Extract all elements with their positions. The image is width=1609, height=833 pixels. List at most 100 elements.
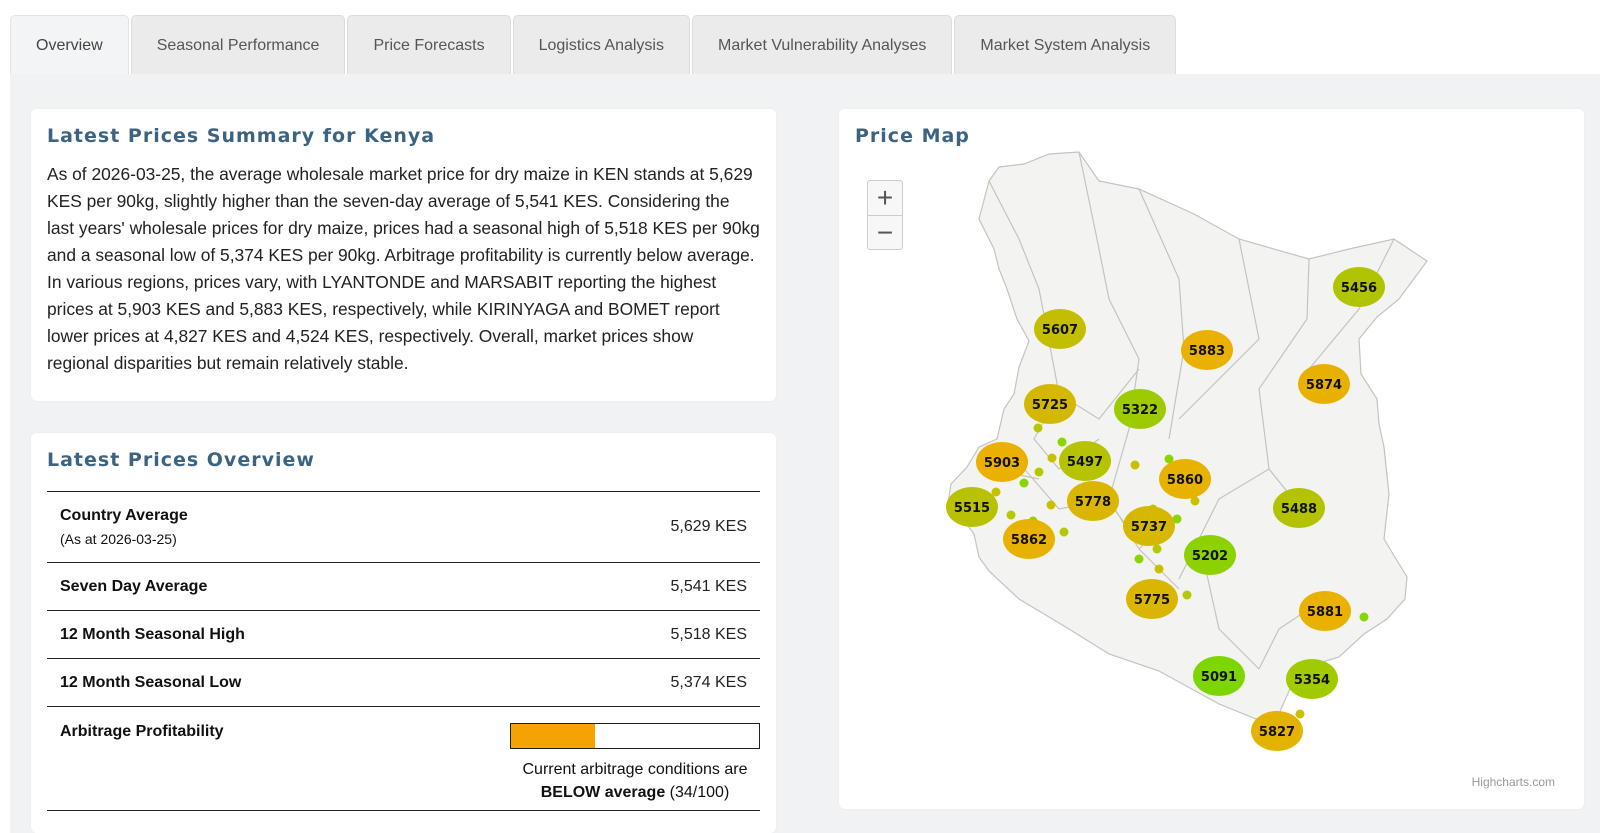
price-bubble-label: 5883: [1189, 344, 1225, 359]
market-dots: [991, 423, 1369, 719]
row-label: 12 Month Seasonal Low: [60, 673, 242, 691]
price-bubble-marker[interactable]: [1251, 711, 1303, 751]
price-bubble[interactable]: 5881: [1299, 591, 1351, 631]
tab-seasonal-performance[interactable]: Seasonal Performance: [130, 15, 346, 75]
overview-title: Latest Prices Overview: [47, 449, 315, 471]
price-bubble[interactable]: 5827: [1251, 711, 1303, 751]
summary-card: Latest Prices Summary for Kenya As of 20…: [31, 109, 776, 401]
price-bubble-marker[interactable]: [1299, 591, 1351, 631]
market-dot[interactable]: [1295, 709, 1305, 719]
price-bubble[interactable]: 5497: [1059, 441, 1111, 481]
price-bubble[interactable]: 5515: [946, 487, 998, 527]
price-bubble-marker[interactable]: [1333, 267, 1385, 307]
price-bubble[interactable]: 5862: [1003, 519, 1055, 559]
price-bubble[interactable]: 5778: [1067, 481, 1119, 521]
market-dot[interactable]: [1059, 527, 1069, 537]
market-dot[interactable]: [1057, 437, 1067, 447]
price-bubble-marker[interactable]: [1059, 441, 1111, 481]
market-dot[interactable]: [1033, 423, 1043, 433]
price-bubble-marker[interactable]: [1024, 384, 1076, 424]
price-bubble-label: 5737: [1131, 520, 1167, 535]
price-bubble-marker[interactable]: [1034, 309, 1086, 349]
market-dot[interactable]: [1154, 564, 1164, 574]
prices-table: Country Average (As at 2026-03-25) 5,629…: [47, 491, 760, 811]
price-bubble[interactable]: 5775: [1126, 579, 1178, 619]
arbitrage-row: Arbitrage Profitability Current arbitrag…: [47, 707, 760, 811]
price-bubble[interactable]: 5456: [1333, 267, 1385, 307]
price-bubble-marker[interactable]: [1184, 535, 1236, 575]
map-title: Price Map: [855, 125, 970, 147]
price-bubble-marker[interactable]: [1193, 656, 1245, 696]
price-bubble-label: 5874: [1306, 378, 1342, 393]
market-dot[interactable]: [991, 487, 1001, 497]
market-dot[interactable]: [1359, 612, 1369, 622]
prices-overview-card: Latest Prices Overview Country Average (…: [31, 433, 776, 833]
price-bubble[interactable]: 5737: [1123, 506, 1175, 546]
price-bubble-label: 5456: [1341, 281, 1377, 296]
price-bubble[interactable]: 5607: [1034, 309, 1086, 349]
price-bubble[interactable]: 5091: [1193, 656, 1245, 696]
price-bubble-marker[interactable]: [1159, 459, 1211, 499]
highcharts-credits[interactable]: Highcharts.com: [1471, 775, 1555, 789]
price-bubble-label: 5860: [1167, 473, 1203, 488]
tab-price-forecasts[interactable]: Price Forecasts: [347, 15, 511, 75]
market-dot[interactable]: [1046, 500, 1056, 510]
price-bubble-label: 5775: [1134, 593, 1170, 608]
row-value: 5,518 KES: [670, 625, 748, 643]
price-bubble-label: 5354: [1294, 673, 1330, 688]
market-dot[interactable]: [1190, 496, 1200, 506]
price-bubble-label: 5862: [1011, 533, 1047, 548]
price-bubble[interactable]: 5883: [1181, 330, 1233, 370]
price-bubble[interactable]: 5860: [1159, 459, 1211, 499]
zoom-in-button[interactable]: +: [876, 182, 894, 213]
market-dot[interactable]: [1134, 554, 1144, 564]
arbitrage-text: Current arbitrage conditions are BELOW a…: [522, 761, 748, 801]
kenya-price-map[interactable]: 5456 5607 5883 5874 5725 5322 5903 5497 5860 5515…: [839, 109, 1584, 809]
price-bubble[interactable]: 5354: [1286, 659, 1338, 699]
price-bubble[interactable]: 5725: [1024, 384, 1076, 424]
price-bubble-label: 5488: [1281, 502, 1317, 517]
table-row: 12 Month Seasonal High 5,518 KES: [47, 611, 760, 659]
price-bubble-marker[interactable]: [1123, 506, 1175, 546]
market-dot[interactable]: [1019, 478, 1029, 488]
price-bubble-marker[interactable]: [1273, 488, 1325, 528]
price-bubble-marker[interactable]: [1181, 330, 1233, 370]
market-dot[interactable]: [1172, 514, 1182, 524]
arbitrage-level: BELOW average: [540, 784, 666, 801]
market-dot[interactable]: [1182, 590, 1192, 600]
price-bubble-marker[interactable]: [1126, 579, 1178, 619]
price-bubble-marker[interactable]: [1298, 364, 1350, 404]
price-bubble[interactable]: 5874: [1298, 364, 1350, 404]
tab-logistics-analysis[interactable]: Logistics Analysis: [512, 15, 690, 75]
price-bubble[interactable]: 5488: [1273, 488, 1325, 528]
price-bubble-label: 5091: [1201, 670, 1237, 685]
market-dot[interactable]: [1006, 510, 1016, 520]
tab-market-vulnerability[interactable]: Market Vulnerability Analyses: [691, 15, 953, 75]
price-bubble[interactable]: 5903: [976, 442, 1028, 482]
tab-content: Latest Prices Summary for Kenya As of 20…: [10, 74, 1600, 833]
market-dot[interactable]: [1130, 460, 1140, 470]
table-row: 12 Month Seasonal Low 5,374 KES: [47, 659, 760, 707]
summary-title: Latest Prices Summary for Kenya: [47, 125, 436, 147]
market-dot[interactable]: [1152, 544, 1162, 554]
price-bubble-marker[interactable]: [1067, 481, 1119, 521]
price-bubble-marker[interactable]: [946, 487, 998, 527]
price-bubble-marker[interactable]: [1286, 659, 1338, 699]
market-dot[interactable]: [1034, 467, 1044, 477]
zoom-out-button[interactable]: −: [868, 215, 902, 249]
market-dot[interactable]: [1164, 454, 1174, 464]
price-bubble-label: 5778: [1075, 495, 1111, 510]
tab-overview[interactable]: Overview: [10, 15, 129, 75]
market-dot[interactable]: [1047, 453, 1057, 463]
tab-market-system[interactable]: Market System Analysis: [954, 15, 1177, 75]
arbitrage-score: (34/100): [669, 784, 730, 801]
price-bubble-label: 5607: [1042, 323, 1078, 338]
price-bubble-label: 5827: [1259, 725, 1295, 740]
price-bubble[interactable]: 5322: [1114, 389, 1166, 429]
price-bubble-marker[interactable]: [1114, 389, 1166, 429]
price-bubble-marker[interactable]: [1003, 519, 1055, 559]
arbitrage-bar-fill: [511, 724, 596, 748]
price-bubble[interactable]: 5202: [1184, 535, 1236, 575]
price-bubble-marker[interactable]: [976, 442, 1028, 482]
table-row: Country Average (As at 2026-03-25) 5,629…: [47, 492, 760, 563]
